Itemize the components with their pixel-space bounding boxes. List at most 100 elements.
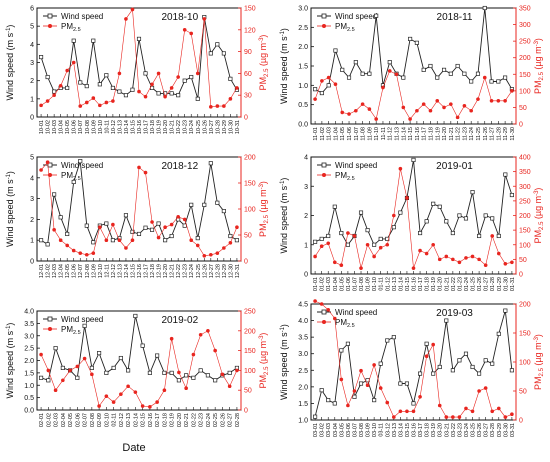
left-tick-label: 1: [30, 96, 34, 103]
pm25-point: [52, 93, 56, 97]
pm25-point: [84, 100, 89, 105]
left-axis-title: Wind speed (m s-1): [5, 25, 15, 101]
wind-point: [367, 71, 372, 76]
wind-point: [437, 204, 442, 209]
pm25-point: [326, 308, 331, 312]
pm25-point: [162, 388, 167, 393]
x-tick-label: 02-24: [206, 413, 212, 427]
pm25-point: [78, 104, 83, 108]
x-tick-label: 12-17: [144, 264, 150, 278]
pm25-point: [381, 85, 385, 90]
wind-point: [205, 373, 210, 378]
left-tick-label: 4.0: [24, 309, 34, 316]
wind-point: [46, 378, 51, 383]
left-tick-label: 0.0: [298, 122, 308, 129]
pm25-point: [401, 105, 406, 110]
right-tick-label: 350: [519, 6, 531, 13]
wind-point: [215, 200, 220, 205]
wind-point: [365, 228, 370, 233]
pm25-point: [235, 368, 239, 373]
x-tick-label: 11-10: [374, 127, 380, 141]
x-tick-label: 02-25: [213, 413, 219, 427]
x-tick-label: 12-11: [104, 264, 110, 278]
x-tick-label: 10-12: [111, 120, 117, 134]
wind-point: [126, 368, 131, 373]
pm25-point: [385, 400, 390, 405]
wind-point: [340, 67, 345, 72]
x-tick-label: 03-25: [471, 423, 477, 437]
wind-point: [191, 375, 196, 380]
right-tick-label: 300: [519, 22, 531, 29]
x-tick-label: 10-10: [98, 120, 104, 134]
x-tick-label: 03-12: [385, 423, 391, 437]
right-tick-label: 50: [519, 257, 527, 264]
pm25-point: [124, 246, 128, 250]
x-tick-label: 03-29: [497, 423, 503, 437]
x-tick-label: 03-13: [392, 423, 398, 437]
left-tick-label: 1.0: [298, 418, 308, 425]
wind-point: [195, 96, 200, 101]
wind-point: [326, 233, 331, 239]
wind-point: [401, 75, 406, 80]
x-tick-label: 02-03: [54, 413, 60, 427]
pm25-point: [354, 108, 358, 113]
x-tick-label: 12-05: [65, 264, 71, 278]
left-tick-label: 2.0: [298, 44, 308, 51]
x-tick-label: 01-15: [405, 277, 411, 291]
pm25-point: [313, 299, 317, 303]
right-tick-label: 250: [519, 39, 531, 46]
x-tick-label: 02-11: [112, 413, 118, 427]
wind-point: [503, 172, 508, 177]
x-tick-label: 02-04: [61, 413, 67, 427]
wind-point: [463, 351, 469, 356]
wind-point: [110, 238, 115, 243]
wind-point: [156, 221, 161, 226]
x-tick-label: 11-27: [490, 127, 496, 141]
left-tick-label: 2: [30, 78, 34, 85]
left-axis-title: Wind speed (m s-1): [5, 171, 15, 247]
wind-point: [78, 80, 83, 85]
pm25-point: [176, 75, 180, 79]
pm25-point: [130, 7, 135, 12]
wind-point: [65, 85, 70, 90]
x-tick-label: 10-28: [215, 120, 221, 134]
wind-point: [234, 238, 239, 243]
pm25-point: [169, 86, 174, 90]
x-tick-label: 01-01: [313, 277, 319, 291]
pm25-point: [489, 99, 494, 103]
wind-point: [477, 371, 482, 376]
x-tick-label: 12-16: [137, 264, 143, 278]
wind-point: [130, 87, 135, 92]
wind-point: [78, 159, 83, 164]
x-tick-label: 12-23: [183, 264, 189, 278]
pm25-point: [464, 406, 468, 411]
pm25-point: [195, 243, 200, 248]
wind-point: [437, 364, 442, 370]
x-tick-label: 03-05: [339, 423, 345, 437]
right-tick-label: 200: [519, 302, 531, 309]
x-tick-label: 01-07: [352, 277, 358, 291]
right-tick-label: 0: [244, 115, 248, 122]
x-tick-label: 12-09: [91, 264, 97, 278]
pm25-point: [133, 390, 138, 394]
pm25-point: [213, 348, 217, 353]
pm25-point: [58, 238, 63, 242]
x-tick-label: 10-11: [104, 120, 110, 134]
x-tick-label: 12-24: [189, 264, 195, 278]
left-axis-title: Wind speed (m s-1): [279, 178, 289, 254]
legend-wind-label: Wind speed: [335, 12, 377, 21]
right-tick-label: 250: [519, 198, 531, 205]
legend-pm-marker: [322, 173, 326, 177]
pm25-point: [503, 415, 508, 419]
x-tick-label: 12-03: [52, 264, 58, 278]
wind-point: [457, 213, 462, 218]
pm25-point: [91, 96, 96, 100]
x-tick-label: 10-29: [222, 120, 228, 134]
pm25-point: [137, 165, 141, 170]
pm25-point: [124, 17, 128, 21]
pm25-point: [84, 252, 89, 257]
wind-point: [391, 225, 396, 230]
x-tick-label: 11-29: [503, 127, 509, 141]
